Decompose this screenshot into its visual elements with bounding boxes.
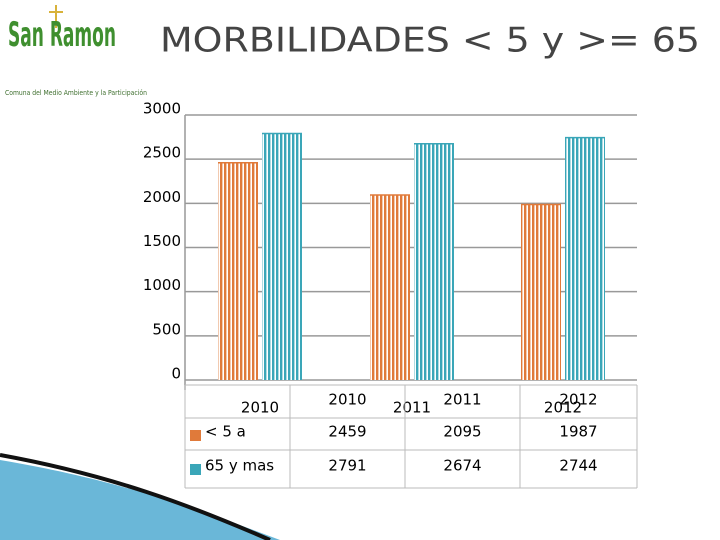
- legend-label: < 5 a: [205, 423, 246, 441]
- y-tick-label: 500: [152, 320, 181, 338]
- bar: [414, 143, 454, 380]
- table-cell: 2791: [328, 457, 366, 475]
- table-cell: 2674: [443, 457, 481, 475]
- decor-line: [0, 453, 271, 540]
- table-header: 2012: [559, 391, 597, 409]
- chart-title: MORBILIDADES < 5 y >= 65: [160, 21, 700, 61]
- logo-name: San Ramon: [8, 15, 116, 55]
- logo-cross: [49, 5, 63, 28]
- x-tick-label: 2012: [544, 399, 582, 417]
- y-tick-label: 3000: [143, 100, 181, 118]
- table-cell: 1987: [559, 423, 597, 441]
- bar: [218, 162, 258, 380]
- y-tick-label: 0: [171, 365, 181, 383]
- bar: [370, 194, 410, 380]
- table-cell: 2095: [443, 423, 481, 441]
- logo: San Ramon Comuna del Medio Ambiente y la…: [5, 5, 147, 97]
- legend-swatch: [190, 430, 201, 441]
- y-tick-label: 1000: [143, 276, 181, 294]
- y-tick-label: 2000: [143, 188, 181, 206]
- bar: [262, 133, 302, 380]
- logo-tagline: Comuna del Medio Ambiente y la Participa…: [5, 89, 147, 97]
- x-tick-label: 2011: [393, 399, 431, 417]
- y-tick-label: 1500: [143, 232, 181, 250]
- table-cell: 2459: [328, 423, 366, 441]
- legend-swatch: [190, 464, 201, 475]
- legend-label: 65 y mas: [205, 457, 274, 475]
- y-tick-label: 2500: [143, 144, 181, 162]
- bar: [521, 204, 561, 380]
- decor-swoosh: [0, 460, 280, 540]
- bar: [565, 137, 605, 380]
- x-tick-label: 2010: [241, 399, 279, 417]
- table-header: 2010: [328, 391, 366, 409]
- table-cell: 2744: [559, 457, 597, 475]
- table-header: 2011: [443, 391, 481, 409]
